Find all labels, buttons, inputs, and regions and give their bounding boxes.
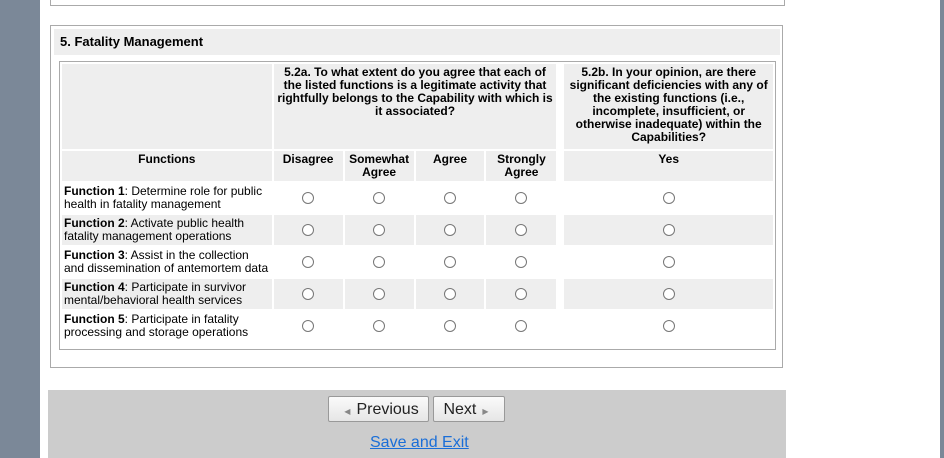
table-row: Function 4: Participate in survivor ment… xyxy=(62,279,773,309)
radio-disagree[interactable] xyxy=(302,192,315,205)
right-arrow-icon: ▶ xyxy=(482,407,489,416)
radio-yes[interactable] xyxy=(662,224,675,237)
right-scrollbar-edge xyxy=(940,0,944,458)
radio-somewhat-agree[interactable] xyxy=(373,320,386,333)
function-label: Function 4: Participate in survivor ment… xyxy=(62,279,272,309)
save-and-exit-link[interactable]: Save and Exit xyxy=(370,434,469,451)
col-disagree: Disagree xyxy=(273,151,343,181)
col-somewhat-agree: Somewhat Agree xyxy=(344,151,414,181)
col-strongly-agree: Strongly Agree xyxy=(486,151,557,181)
radio-somewhat-agree[interactable] xyxy=(373,288,386,301)
radio-strongly-agree[interactable] xyxy=(515,192,528,205)
previous-button[interactable]: ◀ Previous xyxy=(328,396,429,422)
function-label: Function 3: Assist in the collection and… xyxy=(64,248,269,275)
functions-header: Functions xyxy=(62,151,272,181)
question-table: 5.2a. To what extent do you agree that e… xyxy=(59,61,776,350)
function-label: Function 1: Determine role for public he… xyxy=(64,184,263,211)
radio-somewhat-agree[interactable] xyxy=(373,256,386,269)
next-button[interactable]: Next ▶ xyxy=(433,396,505,422)
table-row: Function 1: Determine role for public he… xyxy=(62,183,773,213)
col-yes: Yes xyxy=(564,151,773,181)
function-label: Function 5: Participate in fatality proc… xyxy=(64,312,249,339)
radio-disagree[interactable] xyxy=(302,288,315,301)
radio-somewhat-agree[interactable] xyxy=(373,224,386,237)
radio-agree[interactable] xyxy=(444,192,456,205)
left-arrow-icon: ◀ xyxy=(344,407,351,416)
radio-disagree[interactable] xyxy=(302,320,315,333)
radio-strongly-agree[interactable] xyxy=(515,224,528,237)
col-agree: Agree xyxy=(415,151,485,181)
question-5-2b: 5.2b. In your opinion, are there signifi… xyxy=(564,64,773,149)
next-label: Next xyxy=(443,401,477,418)
question-5-2a: 5.2a. To what extent do you agree that e… xyxy=(273,64,557,149)
radio-strongly-agree[interactable] xyxy=(515,320,528,333)
radio-yes[interactable] xyxy=(662,192,675,205)
radio-yes[interactable] xyxy=(662,256,675,269)
radio-agree[interactable] xyxy=(444,224,456,237)
radio-disagree[interactable] xyxy=(302,256,315,269)
empty-header xyxy=(62,64,272,149)
radio-agree[interactable] xyxy=(444,320,456,333)
table-row: Function 2: Activate public health fatal… xyxy=(62,215,773,245)
radio-strongly-agree[interactable] xyxy=(515,288,528,301)
table-row: Function 3: Assist in the collection and… xyxy=(62,247,773,277)
radio-strongly-agree[interactable] xyxy=(515,256,528,269)
left-sidebar xyxy=(0,0,40,458)
fatality-management-section: 5. Fatality Management 5.2a. To what ext… xyxy=(50,25,783,368)
function-label: Function 2: Activate public health fatal… xyxy=(62,215,272,245)
radio-disagree[interactable] xyxy=(302,224,315,237)
radio-yes[interactable] xyxy=(662,320,675,333)
previous-label: Previous xyxy=(356,401,419,418)
footer-nav: ◀ Previous Next ▶ Save and Exit xyxy=(48,390,786,458)
previous-section-box xyxy=(50,0,785,6)
radio-agree[interactable] xyxy=(444,288,456,301)
radio-agree[interactable] xyxy=(444,256,456,269)
radio-yes[interactable] xyxy=(662,288,675,301)
table-row: Function 5: Participate in fatality proc… xyxy=(62,311,773,341)
section-title: 5. Fatality Management xyxy=(54,29,780,55)
radio-somewhat-agree[interactable] xyxy=(373,192,386,205)
